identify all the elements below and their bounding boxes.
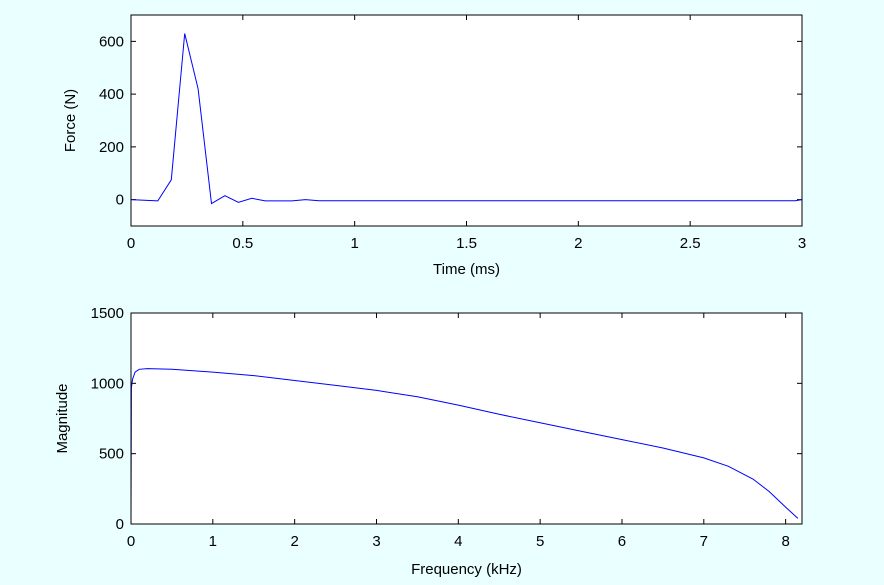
magnitude-x-tick-label: 2	[290, 533, 298, 550]
force-x-tick-label: 2.5	[680, 235, 701, 252]
force-series-line	[130, 33, 803, 205]
magnitude-plot-area	[131, 313, 802, 524]
magnitude-x-tick-label: 5	[536, 533, 544, 550]
magnitude-x-tick-label: 7	[700, 533, 708, 550]
magnitude-x-tick-label: 4	[454, 533, 462, 550]
magnitude-y-tick-label: 0	[116, 516, 124, 533]
force-x-tick-label: 1	[350, 235, 358, 252]
magnitude-plot: 0 1 2 3 4 5 6 7 8 0 500 1000 1500 Frequency (kHz) Ma…	[54, 305, 803, 578]
force-x-axis-label: Time (ms)	[433, 261, 500, 278]
magnitude-y-tick-label: 1000	[91, 375, 124, 392]
magnitude-x-tick-label: 1	[209, 533, 217, 550]
magnitude-x-tick-label: 6	[618, 533, 626, 550]
force-x-tick-label: 2	[574, 235, 582, 252]
force-y-axis-label: Force (N)	[62, 89, 79, 152]
magnitude-x-tick-label: 8	[781, 533, 789, 550]
force-plot: 0 0.5 1 1.5 2 2.5 3 0 200 400 600 Time (ms) Force …	[62, 14, 806, 278]
magnitude-plot-frame	[130, 312, 803, 525]
magnitude-series-line	[130, 368, 799, 519]
magnitude-y-tick-label: 1500	[91, 305, 124, 322]
force-plot-ticks: 0 0.5 1 1.5 2 2.5 3 0 200 400 600	[99, 15, 806, 252]
force-x-tick-label: 0	[127, 235, 135, 252]
force-y-tick-label: 400	[99, 86, 124, 103]
force-x-tick-label: 3	[798, 235, 806, 252]
magnitude-y-tick-label: 500	[99, 446, 124, 463]
force-x-tick-label: 0.5	[232, 235, 253, 252]
force-y-tick-label: 200	[99, 139, 124, 156]
magnitude-y-axis-label: Magnitude	[54, 383, 71, 453]
force-x-tick-label: 1.5	[456, 235, 477, 252]
magnitude-x-tick-label: 0	[127, 533, 135, 550]
magnitude-plot-ticks: 0 1 2 3 4 5 6 7 8 0 500 1000 1500	[91, 305, 802, 550]
force-y-tick-label: 600	[99, 33, 124, 50]
magnitude-x-tick-label: 3	[372, 533, 380, 550]
magnitude-x-axis-label: Frequency (kHz)	[411, 561, 522, 578]
force-y-tick-label: 0	[116, 192, 124, 209]
force-plot-frame	[130, 14, 803, 227]
force-plot-area	[131, 15, 802, 226]
